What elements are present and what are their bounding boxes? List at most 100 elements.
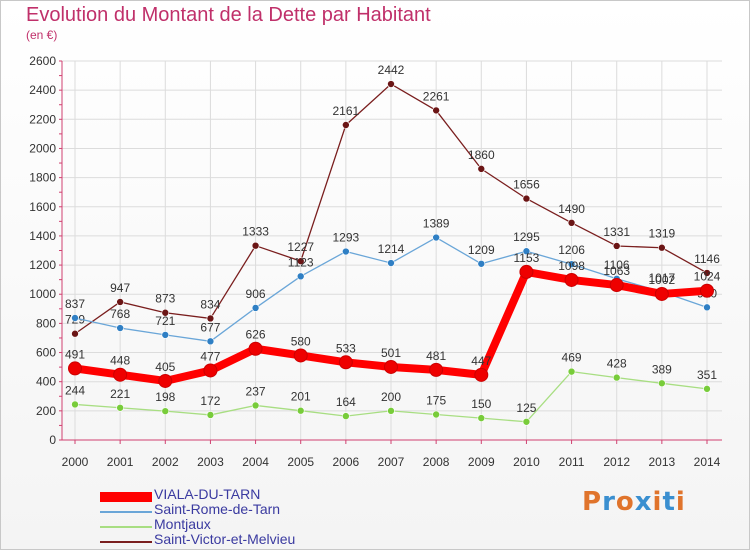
data-point [206, 314, 215, 323]
data-point [251, 401, 260, 410]
data-label: 1017 [649, 271, 676, 285]
data-label: 198 [155, 390, 175, 404]
data-label: 580 [291, 334, 311, 348]
data-label: 447 [471, 354, 491, 368]
x-tick-label: 2002 [152, 455, 179, 469]
data-point [567, 219, 576, 227]
data-point [522, 417, 531, 426]
data-label: 351 [697, 368, 717, 382]
data-point [203, 363, 218, 378]
series-saint-victor-et-melvieu: 7299478738341333122721612442226118601656… [65, 63, 720, 338]
data-point [161, 331, 170, 339]
data-point [658, 243, 666, 252]
y-tick-label: 1200 [29, 258, 56, 272]
data-point [703, 269, 711, 277]
data-label: 947 [110, 281, 130, 295]
brand-letter: i [675, 487, 686, 517]
data-label: 1295 [513, 230, 540, 244]
data-point [248, 341, 263, 356]
data-point [71, 400, 79, 409]
data-label: 221 [110, 387, 130, 401]
data-label: 172 [200, 394, 220, 408]
data-label: 125 [516, 401, 536, 415]
data-label: 1333 [242, 225, 269, 239]
data-point [338, 355, 353, 370]
data-point [567, 260, 576, 269]
y-tick-label: 1800 [29, 171, 56, 185]
data-label: 477 [200, 349, 220, 363]
data-point [116, 298, 124, 306]
y-tick-label: 2600 [29, 54, 56, 68]
data-label: 1331 [603, 225, 630, 239]
data-label: 1002 [649, 273, 676, 287]
data-point [251, 304, 260, 312]
data-label: 768 [110, 307, 130, 321]
data-label: 1293 [333, 231, 360, 245]
brand-letter: x [634, 487, 653, 517]
data-point [432, 106, 440, 115]
data-point [296, 272, 305, 281]
chart-subtitle: (en €) [26, 28, 58, 42]
brand-letter: P [582, 487, 603, 517]
data-point [113, 367, 128, 382]
x-tick-label: 2008 [423, 455, 450, 469]
legend-swatch [100, 511, 152, 513]
data-point [342, 121, 350, 129]
data-point [477, 414, 486, 422]
data-label: 837 [65, 297, 85, 311]
data-point [432, 410, 440, 419]
data-point [342, 247, 350, 256]
data-label: 1860 [468, 148, 495, 162]
data-point [474, 367, 489, 382]
data-label: 244 [65, 383, 85, 397]
data-label: 237 [246, 384, 266, 398]
brand-letter: o [615, 487, 635, 517]
legend-label: VIALA-DU-TARN [154, 486, 261, 502]
y-tick-label: 1600 [29, 200, 56, 214]
data-point [384, 359, 398, 374]
data-label: 677 [200, 320, 220, 334]
data-point [293, 348, 308, 363]
data-label: 150 [471, 397, 491, 411]
x-tick-label: 2000 [62, 455, 89, 469]
data-point [477, 259, 486, 268]
data-point [206, 411, 215, 419]
data-point [71, 314, 79, 322]
data-label: 501 [381, 346, 401, 360]
y-tick-label: 400 [36, 375, 56, 389]
data-label: 1490 [558, 202, 585, 216]
y-tick-label: 600 [36, 346, 56, 360]
data-label: 481 [426, 349, 446, 363]
data-label: 164 [336, 395, 356, 409]
legend-swatch [100, 541, 152, 543]
y-tick-label: 1400 [29, 229, 56, 243]
x-tick-label: 2007 [378, 455, 405, 469]
y-tick-label: 2000 [29, 141, 56, 155]
data-point [116, 324, 124, 332]
data-point [564, 272, 579, 287]
data-label: 1098 [558, 259, 585, 273]
data-point [522, 247, 531, 256]
data-label: 834 [200, 297, 220, 311]
data-label: 1214 [378, 242, 405, 256]
data-label: 491 [65, 347, 85, 361]
data-label: 1209 [468, 243, 495, 257]
y-tick-label: 800 [36, 316, 56, 330]
x-tick-label: 2006 [333, 455, 360, 469]
x-tick-label: 2014 [694, 455, 721, 469]
y-tick-label: 200 [36, 404, 56, 418]
legend-label: Montjaux [154, 516, 211, 532]
data-label: 626 [246, 328, 266, 342]
data-point [206, 337, 215, 346]
data-label: 1389 [423, 217, 450, 231]
data-point [612, 242, 621, 250]
y-tick-label: 1000 [29, 287, 56, 301]
data-label: 721 [155, 314, 175, 328]
data-label: 1024 [694, 270, 721, 284]
data-label: 1123 [288, 255, 314, 269]
data-label: 1153 [514, 251, 540, 265]
data-label: 1227 [287, 240, 314, 254]
data-point [68, 361, 82, 376]
data-label: 533 [336, 341, 356, 355]
